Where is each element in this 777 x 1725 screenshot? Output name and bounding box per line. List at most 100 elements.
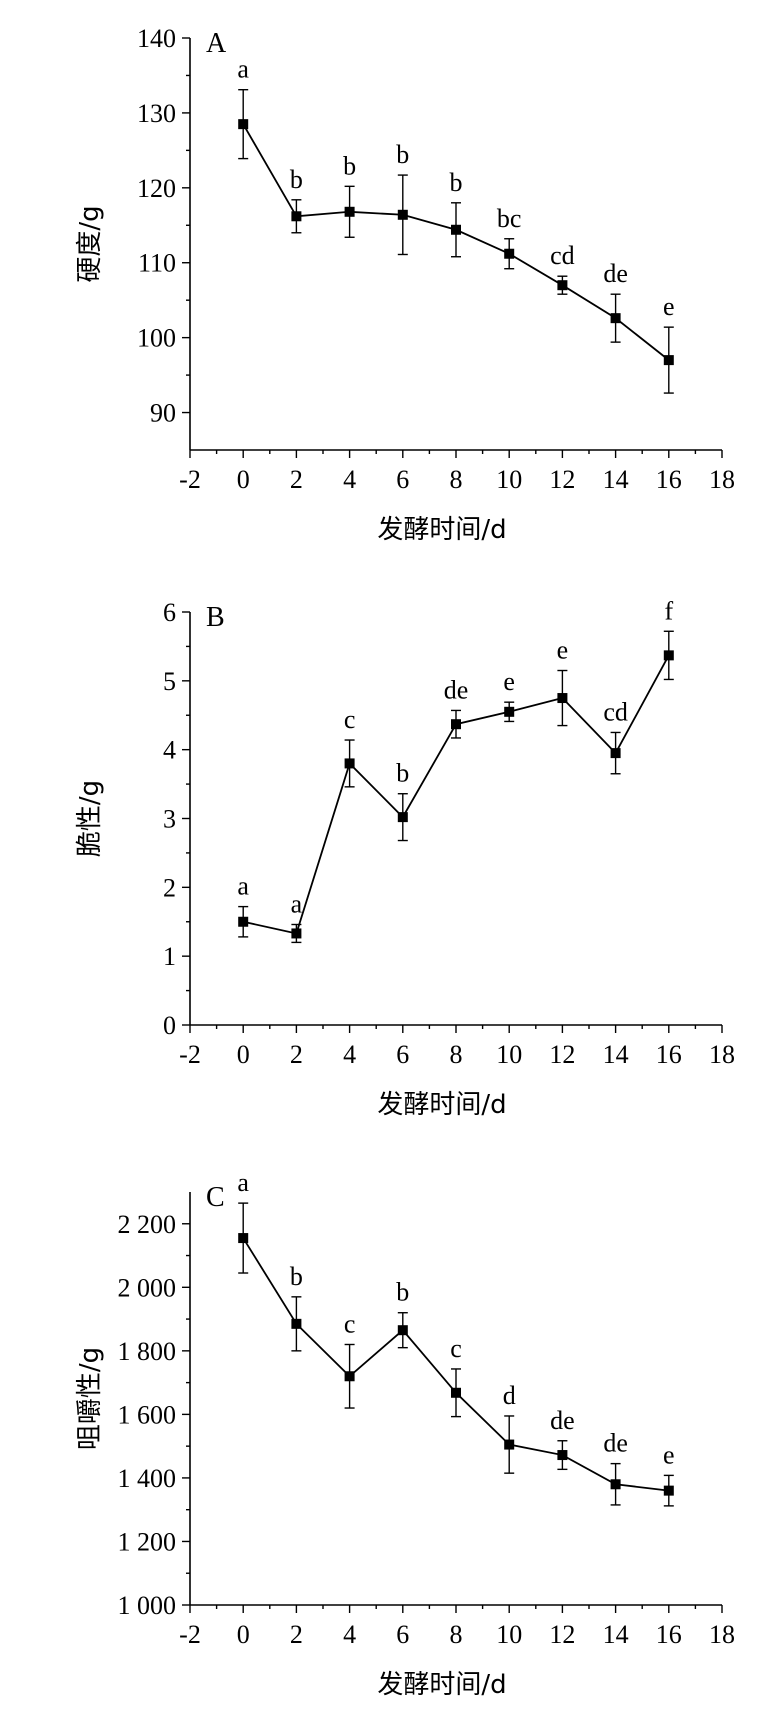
data-point xyxy=(610,748,621,759)
y-tick-label: 3 xyxy=(163,805,176,834)
y-tick-label: 130 xyxy=(137,99,176,128)
data-point xyxy=(610,313,621,324)
x-tick-label: 6 xyxy=(396,465,409,494)
data-point xyxy=(610,1479,621,1490)
data-point xyxy=(291,1318,302,1329)
x-tick-label: 10 xyxy=(496,1040,522,1069)
data-point xyxy=(451,719,461,730)
x-tick-label: -2 xyxy=(179,1620,201,1649)
data-point xyxy=(397,1325,408,1336)
significance-letter: e xyxy=(557,636,569,665)
data-point xyxy=(238,119,249,130)
x-tick-label: 12 xyxy=(549,1040,575,1069)
data-point xyxy=(238,916,249,927)
data-point xyxy=(238,1233,249,1244)
x-tick-label: 0 xyxy=(237,1040,250,1069)
data-point xyxy=(291,211,302,222)
significance-letter: d xyxy=(503,1381,516,1410)
data-point xyxy=(344,758,355,769)
data-point xyxy=(557,1450,568,1461)
significance-letter: b xyxy=(396,1278,409,1307)
significance-letter: bc xyxy=(497,204,522,233)
x-tick-label: 16 xyxy=(656,465,682,494)
data-point xyxy=(663,1485,674,1496)
panel-label: B xyxy=(206,602,225,633)
panel-label: C xyxy=(206,1182,225,1213)
x-tick-label: 2 xyxy=(290,1040,303,1069)
x-tick-label: 14 xyxy=(603,465,629,494)
y-tick-label: 90 xyxy=(150,399,176,428)
y-tick-label: 2 xyxy=(163,873,176,902)
significance-letter: b xyxy=(343,151,356,180)
y-tick-label: 1 600 xyxy=(118,1400,177,1429)
y-tick-label: 1 000 xyxy=(118,1591,177,1620)
y-tick-label: 100 xyxy=(137,324,176,353)
significance-letter: b xyxy=(396,140,409,169)
y-tick-label: 2 200 xyxy=(118,1210,177,1239)
x-tick-label: -2 xyxy=(179,465,201,494)
significance-letter: e xyxy=(663,292,675,321)
chart-panel-a: -2 0 2 4 6 8 10 12 14 16 18 90 100 110 120 130 140 A 发酵时间/… xyxy=(75,24,735,545)
significance-letter: b xyxy=(450,168,463,197)
y-tick-label: 6 xyxy=(163,598,176,627)
significance-letter: de xyxy=(444,675,469,704)
x-axis-title: 发酵时间/d xyxy=(377,1090,506,1120)
data-point xyxy=(557,280,568,291)
x-tick-label: 4 xyxy=(343,1620,356,1649)
chart-panel-c: -2 0 2 4 6 8 10 12 14 16 18 1 000 1 200 1 400 1 600 1 8… xyxy=(75,1168,735,1700)
y-tick-label: 5 xyxy=(163,667,176,696)
significance-letter: a xyxy=(291,890,303,919)
x-tick-label: 16 xyxy=(656,1620,682,1649)
y-axis-title: 咀嚼性/g xyxy=(75,1347,105,1450)
x-tick-label: -2 xyxy=(179,1040,201,1069)
x-tick-label: 4 xyxy=(343,465,356,494)
panel-label: A xyxy=(206,28,227,59)
significance-letter: de xyxy=(550,1406,575,1435)
significance-letter: a xyxy=(237,872,249,901)
x-tick-label: 8 xyxy=(450,1620,463,1649)
x-tick-label: 4 xyxy=(343,1040,356,1069)
significance-letter: c xyxy=(344,705,356,734)
significance-letter: c xyxy=(344,1309,356,1338)
significance-letter: e xyxy=(663,1440,675,1469)
x-axis-title: 发酵时间/d xyxy=(377,515,506,545)
data-point xyxy=(451,224,461,235)
y-tick-label: 0 xyxy=(163,1011,176,1040)
x-tick-label: 18 xyxy=(709,465,735,494)
significance-letter: e xyxy=(503,667,515,696)
x-tick-label: 0 xyxy=(237,465,250,494)
significance-letter: c xyxy=(450,1334,462,1363)
x-tick-label: 18 xyxy=(709,1040,735,1069)
significance-letter: cd xyxy=(550,241,575,270)
data-point xyxy=(504,706,515,717)
significance-letter: b xyxy=(396,759,409,788)
x-tick-label: 18 xyxy=(709,1620,735,1649)
data-point xyxy=(451,1387,461,1398)
significance-letter: b xyxy=(290,1262,303,1291)
significance-letter: b xyxy=(290,165,303,194)
x-tick-label: 8 xyxy=(450,465,463,494)
data-point xyxy=(397,209,408,220)
x-tick-label: 10 xyxy=(496,1620,522,1649)
data-point xyxy=(397,812,408,823)
x-tick-label: 16 xyxy=(656,1040,682,1069)
significance-letter: a xyxy=(237,1168,249,1197)
significance-letter: de xyxy=(603,1429,628,1458)
x-tick-label: 12 xyxy=(549,465,575,494)
significance-letter: cd xyxy=(603,697,628,726)
y-tick-label: 1 800 xyxy=(118,1337,177,1366)
y-tick-label: 2 000 xyxy=(118,1273,177,1302)
x-tick-label: 6 xyxy=(396,1620,409,1649)
significance-letter: f xyxy=(664,596,673,625)
x-tick-label: 2 xyxy=(290,465,303,494)
significance-letter: de xyxy=(603,259,628,288)
data-point xyxy=(663,355,674,366)
y-tick-label: 140 xyxy=(137,24,176,53)
data-point xyxy=(344,206,355,217)
y-tick-label: 1 400 xyxy=(118,1464,177,1493)
x-tick-label: 8 xyxy=(450,1040,463,1069)
data-point xyxy=(557,693,568,704)
y-tick-label: 1 200 xyxy=(118,1527,177,1556)
